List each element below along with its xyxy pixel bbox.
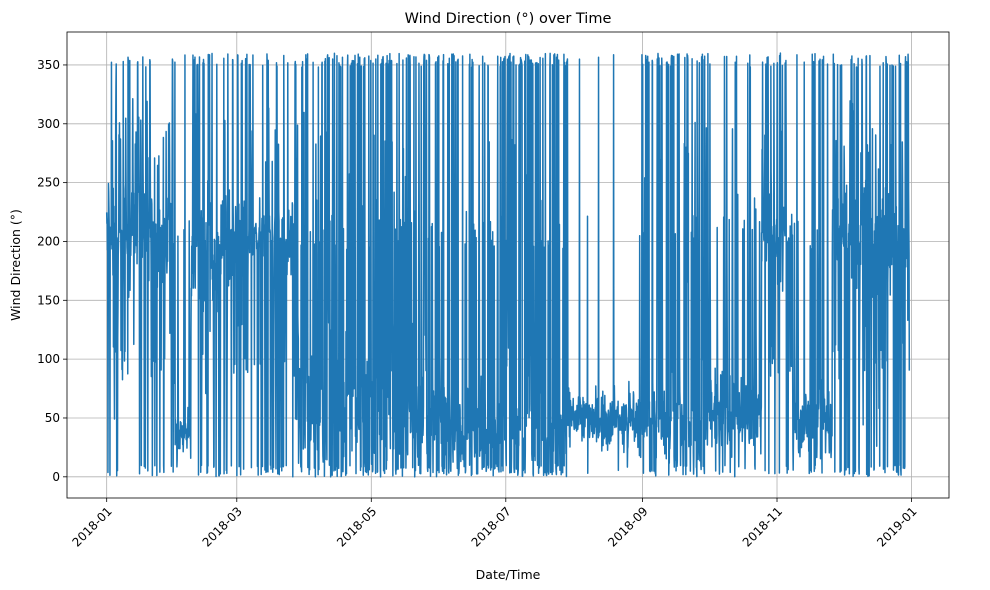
y-tick-label: 250 — [37, 176, 60, 190]
y-tick-label: 0 — [52, 470, 60, 484]
x-axis-label: Date/Time — [476, 567, 541, 582]
y-axis: 0 50 100 150 200 250 300 350 — [37, 58, 67, 484]
y-tick-label: 100 — [37, 352, 60, 366]
y-tick-label: 300 — [37, 117, 60, 131]
chart-title: Wind Direction (°) over Time — [405, 11, 612, 27]
series-line — [105, 52, 911, 478]
y-tick-label: 200 — [37, 234, 60, 248]
y-tick-label: 350 — [37, 58, 60, 72]
series-layer — [105, 52, 911, 478]
y-axis-label: Wind Direction (°) — [8, 209, 23, 321]
y-tick-label: 150 — [37, 293, 60, 307]
plot-frame — [66, 31, 950, 499]
y-tick-label: 50 — [45, 411, 60, 425]
